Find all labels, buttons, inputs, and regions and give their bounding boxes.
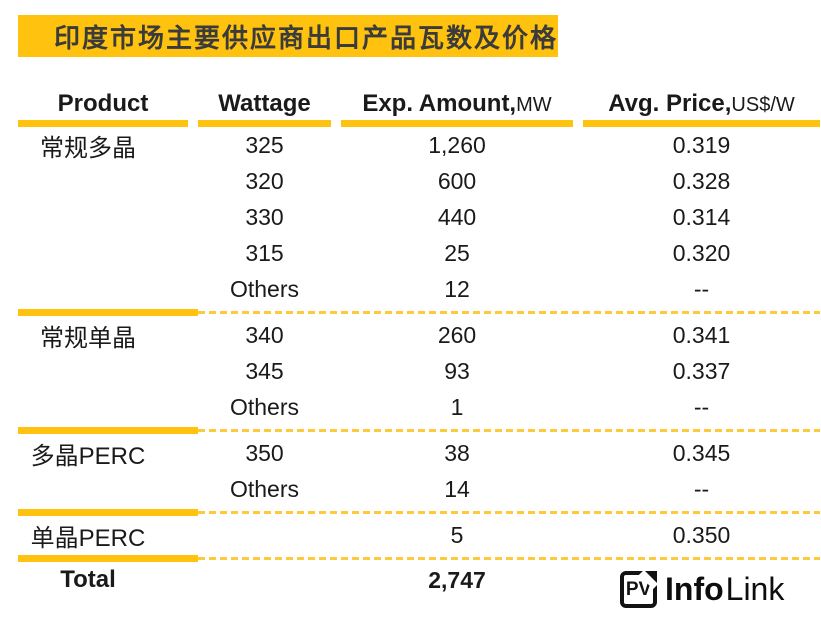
cell-total-amount: 2,747: [428, 566, 486, 593]
cell-total-label: Total: [60, 566, 116, 593]
cell-exp-amount: 260: [437, 321, 477, 348]
cell-wattage: 330: [245, 203, 284, 230]
logo-text-link: Link: [725, 571, 785, 607]
cell-exp-amount: 38: [444, 439, 470, 466]
col-header-unit: MW: [516, 94, 552, 116]
divider-dashed-line: [198, 428, 820, 432]
section-divider: [18, 307, 820, 317]
cell-total-wattage: [198, 563, 331, 597]
col-header-wattage: Wattage: [198, 90, 331, 127]
cell-wattage: Others: [229, 275, 300, 302]
pv-icon-text: PV: [625, 578, 652, 600]
cell-wattage: 325: [245, 131, 284, 158]
divider-dashed-line: [198, 310, 820, 314]
cell-exp-amount: 25: [444, 239, 470, 266]
col-header-label: Avg. Price,: [608, 90, 732, 117]
cell-exp-amount: 93: [444, 357, 470, 384]
pv-document-icon: PV: [620, 571, 657, 608]
cell-product: [18, 353, 188, 389]
cell-product: [18, 235, 188, 271]
divider-dashed-line: [198, 556, 820, 560]
cell-product: 单晶PERC: [30, 524, 146, 552]
divider-solid-bar: [18, 308, 198, 316]
cell-avg-price: --: [693, 475, 710, 502]
cell-avg-price: --: [693, 275, 710, 302]
divider-solid-bar: [18, 508, 198, 516]
logo-wordmark: InfoLink: [665, 571, 784, 608]
divider-solid-bar: [18, 554, 198, 562]
cell-wattage: Others: [229, 475, 300, 502]
cell-wattage: [198, 517, 331, 553]
cell-wattage: Others: [229, 393, 300, 420]
section-divider: [18, 507, 820, 517]
col-header-unit: US$/W: [731, 94, 795, 116]
cell-avg-price: 0.345: [672, 439, 731, 466]
title-banner: 印度市场主要供应商出口产品瓦数及价格: [18, 15, 558, 57]
cell-product: [18, 471, 188, 507]
col-header-label: Product: [57, 90, 149, 117]
cell-wattage: 315: [245, 239, 284, 266]
divider-solid-bar: [18, 426, 198, 434]
cell-exp-amount: 12: [444, 275, 470, 302]
pv-infolink-logo: PV InfoLink: [620, 571, 784, 608]
cell-exp-amount: 1: [450, 393, 464, 420]
cell-wattage: 350: [245, 439, 284, 466]
cell-avg-price: 0.350: [672, 521, 731, 548]
cell-exp-amount: 1,260: [428, 131, 486, 158]
cell-avg-price: --: [693, 393, 710, 420]
cell-product: [18, 271, 188, 307]
cell-exp-amount: 440: [437, 203, 477, 230]
cell-exp-amount: 14: [444, 475, 470, 502]
cell-wattage: 340: [245, 321, 284, 348]
page-title: 印度市场主要供应商出口产品瓦数及价格: [54, 22, 559, 53]
cell-avg-price: 0.341: [672, 321, 731, 348]
cell-avg-price: 0.337: [672, 357, 731, 384]
cell-wattage: 320: [245, 167, 284, 194]
cell-exp-amount: 5: [450, 521, 464, 548]
cell-product: [18, 389, 188, 425]
cell-product: 常规多晶: [40, 134, 136, 162]
col-header-avg-price: Avg. Price, US$/W: [583, 90, 820, 127]
col-header-label: Wattage: [218, 90, 311, 117]
cell-product: [18, 199, 188, 235]
cell-avg-price: 0.328: [672, 167, 731, 194]
export-data-table: Product Wattage Exp. Amount, MW Avg. Pric…: [18, 90, 820, 597]
cell-wattage: 345: [245, 357, 284, 384]
cell-avg-price: 0.320: [672, 239, 731, 266]
col-header-label: Exp. Amount,: [362, 90, 517, 117]
divider-dashed-line: [198, 510, 820, 514]
col-header-exp-amount: Exp. Amount, MW: [341, 90, 573, 127]
logo-text-info: Info: [665, 571, 724, 607]
cell-product: [18, 163, 188, 199]
cell-avg-price: 0.314: [672, 203, 731, 230]
cell-avg-price: 0.319: [672, 131, 731, 158]
section-divider: [18, 425, 820, 435]
col-header-product: Product: [18, 90, 188, 127]
section-divider: [18, 553, 820, 563]
cell-product: 多晶PERC: [30, 442, 146, 470]
cell-product: 常规单晶: [40, 324, 136, 352]
cell-exp-amount: 600: [437, 167, 477, 194]
